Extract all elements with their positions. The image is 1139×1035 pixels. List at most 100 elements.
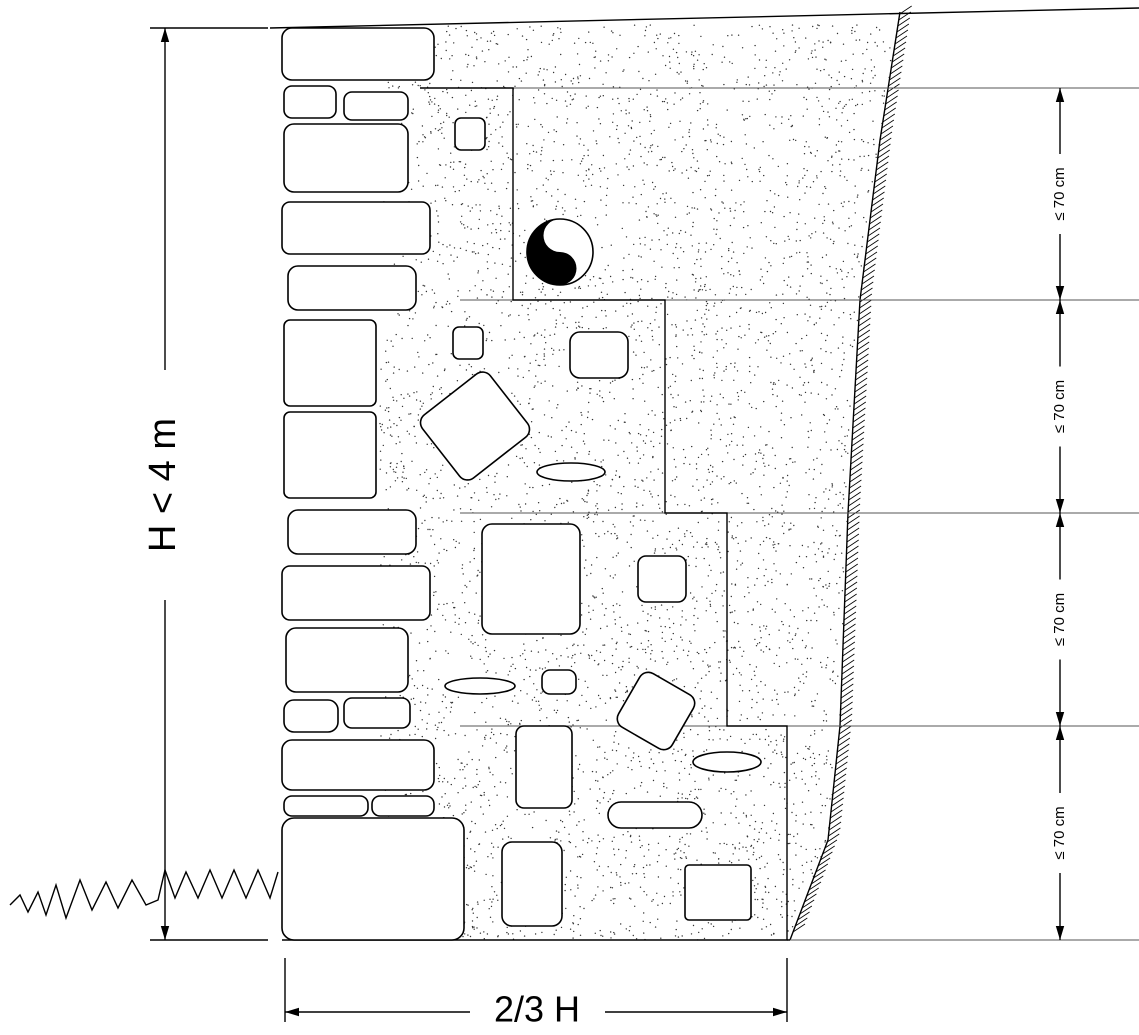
dot bbox=[661, 267, 662, 268]
dot bbox=[555, 81, 556, 82]
dot bbox=[729, 521, 730, 522]
dot bbox=[602, 936, 603, 937]
dot bbox=[489, 805, 490, 806]
dot bbox=[775, 319, 776, 320]
dot bbox=[466, 318, 467, 319]
dot bbox=[876, 27, 877, 28]
dot bbox=[386, 407, 387, 408]
dot bbox=[475, 823, 476, 824]
dot bbox=[584, 433, 585, 434]
dot bbox=[570, 889, 571, 890]
dot bbox=[586, 95, 587, 96]
dot bbox=[711, 923, 712, 924]
dot bbox=[683, 650, 684, 651]
dot bbox=[680, 420, 681, 421]
dot bbox=[759, 832, 760, 833]
dot bbox=[844, 76, 845, 77]
dot bbox=[511, 393, 512, 394]
dot bbox=[462, 592, 463, 593]
dot bbox=[553, 160, 554, 161]
dot bbox=[544, 520, 545, 521]
dot bbox=[726, 445, 727, 446]
dot bbox=[733, 251, 734, 252]
dot bbox=[603, 797, 604, 798]
dot bbox=[784, 280, 785, 281]
dot bbox=[830, 629, 831, 630]
dot bbox=[640, 887, 641, 888]
dot bbox=[506, 721, 507, 722]
dot bbox=[452, 122, 453, 123]
dot bbox=[850, 345, 851, 346]
dot bbox=[817, 857, 818, 858]
dot bbox=[581, 414, 582, 415]
dot bbox=[800, 846, 801, 847]
dot bbox=[522, 444, 523, 445]
dot bbox=[763, 455, 764, 456]
dot bbox=[389, 738, 390, 739]
dot bbox=[420, 408, 421, 409]
dot bbox=[590, 788, 591, 789]
dot bbox=[701, 831, 702, 832]
dot bbox=[778, 704, 779, 705]
dot bbox=[780, 573, 781, 574]
dot bbox=[694, 263, 695, 264]
dot bbox=[653, 370, 654, 371]
dot bbox=[617, 174, 618, 175]
dot bbox=[593, 481, 594, 482]
dot bbox=[768, 262, 769, 263]
dot bbox=[431, 443, 432, 444]
dot bbox=[458, 290, 459, 291]
dot bbox=[643, 912, 644, 913]
dot bbox=[653, 763, 654, 764]
dot bbox=[773, 243, 774, 244]
dot bbox=[545, 303, 546, 304]
dot bbox=[588, 328, 589, 329]
dot bbox=[658, 495, 659, 496]
dot bbox=[534, 385, 535, 386]
dot bbox=[593, 898, 594, 899]
dot bbox=[636, 873, 637, 874]
dot bbox=[728, 933, 729, 934]
dot bbox=[441, 306, 442, 307]
dot bbox=[771, 820, 772, 821]
dot bbox=[642, 505, 643, 506]
dot bbox=[452, 204, 453, 205]
dot bbox=[454, 484, 455, 485]
dot bbox=[515, 261, 516, 262]
dot bbox=[509, 671, 510, 672]
dot bbox=[780, 362, 781, 363]
dot bbox=[658, 326, 659, 327]
dot bbox=[486, 492, 487, 493]
dot bbox=[435, 354, 436, 355]
dot bbox=[765, 257, 766, 258]
dot bbox=[835, 494, 836, 495]
dot bbox=[716, 544, 717, 545]
dot bbox=[818, 204, 819, 205]
dot bbox=[851, 78, 852, 79]
dot bbox=[693, 756, 694, 757]
dot bbox=[477, 901, 478, 902]
dot bbox=[714, 642, 715, 643]
dot bbox=[537, 301, 538, 302]
dot bbox=[755, 899, 756, 900]
dot bbox=[556, 407, 557, 408]
dot bbox=[705, 543, 706, 544]
dot bbox=[792, 884, 793, 885]
dot bbox=[416, 442, 417, 443]
dot bbox=[541, 708, 542, 709]
dot bbox=[500, 733, 501, 734]
dot bbox=[773, 782, 774, 783]
dot bbox=[804, 153, 805, 154]
dot bbox=[588, 517, 589, 518]
dot bbox=[580, 877, 581, 878]
dot bbox=[652, 496, 653, 497]
dot bbox=[862, 80, 863, 81]
dot bbox=[670, 547, 671, 548]
dot bbox=[790, 523, 791, 524]
dot bbox=[602, 776, 603, 777]
dot bbox=[795, 843, 796, 844]
dot bbox=[655, 548, 656, 549]
dot bbox=[747, 176, 748, 177]
dot bbox=[545, 667, 546, 668]
dot bbox=[579, 705, 580, 706]
